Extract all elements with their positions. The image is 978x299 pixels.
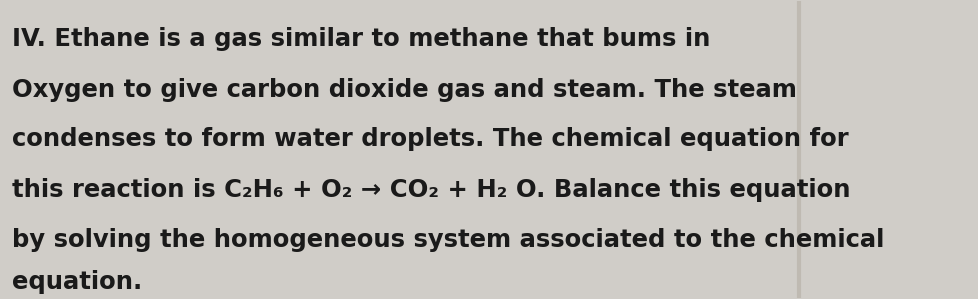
Text: ІV. Ethane is a gas similar to methane that bums in: ІV. Ethane is a gas similar to methane t… bbox=[12, 28, 709, 51]
Text: by solving the homogeneous system associated to the chemical: by solving the homogeneous system associ… bbox=[12, 228, 883, 252]
Text: equation.: equation. bbox=[12, 270, 142, 294]
Text: this reaction is C₂H₆ + O₂ → CO₂ + H₂ O. Balance this equation: this reaction is C₂H₆ + O₂ → CO₂ + H₂ O.… bbox=[12, 178, 850, 202]
Text: condenses to form water droplets. The chemical equation for: condenses to form water droplets. The ch… bbox=[12, 127, 848, 151]
Text: Oxygen to give carbon dioxide gas and steam. The steam: Oxygen to give carbon dioxide gas and st… bbox=[12, 78, 796, 102]
